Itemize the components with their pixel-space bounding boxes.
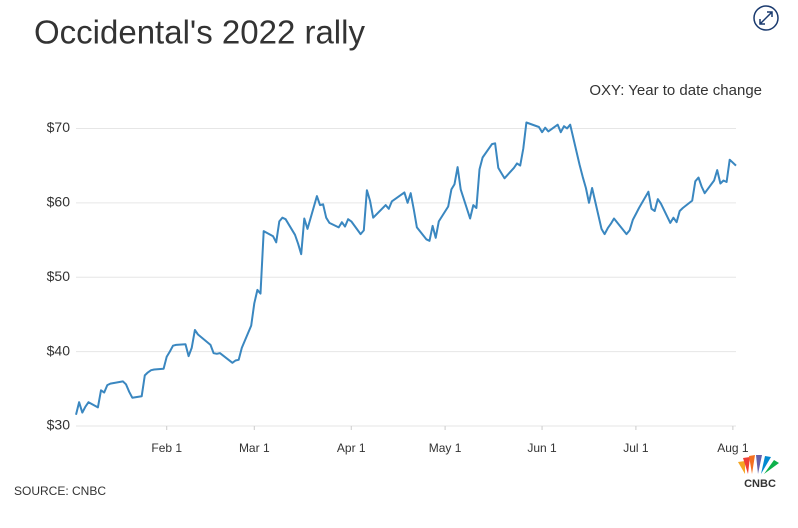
price-line <box>75 121 737 416</box>
x-tick-label: Aug 1 <box>717 441 749 455</box>
x-tick-label: Mar 1 <box>239 441 270 455</box>
y-tick-label: $30 <box>47 417 71 433</box>
x-tick-label: Feb 1 <box>151 441 182 455</box>
y-tick-label: $60 <box>47 194 71 210</box>
y-tick-label: $70 <box>47 119 71 135</box>
x-tick-label: Apr 1 <box>337 441 366 455</box>
x-tick-label: May 1 <box>429 441 462 455</box>
source: SOURCE: CNBC <box>14 484 106 498</box>
chart-title: Occidental's 2022 rally <box>34 14 365 51</box>
chart-subtitle: OXY: Year to date change <box>589 82 762 99</box>
cnbc-logo: CNBC <box>738 455 779 490</box>
x-tick-label: Jun 1 <box>527 441 557 455</box>
x-tick-label: Jul 1 <box>623 441 649 455</box>
y-tick-label: $50 <box>47 268 71 284</box>
expand-button[interactable] <box>753 5 779 31</box>
y-tick-label: $40 <box>47 342 71 358</box>
logo-text: CNBC <box>744 478 776 490</box>
